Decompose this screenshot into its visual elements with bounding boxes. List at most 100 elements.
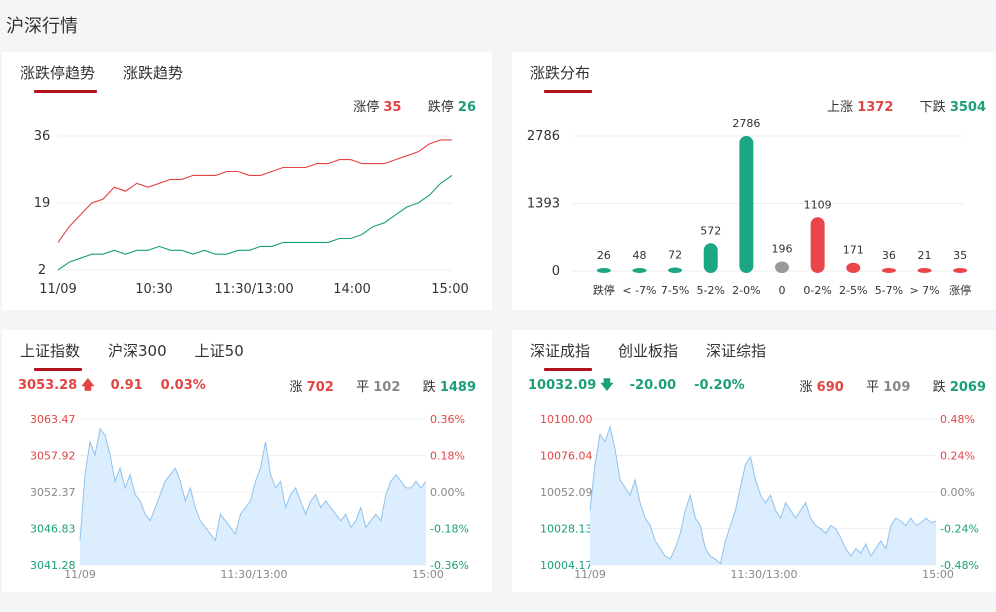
limit-up-line [57, 139, 452, 243]
sh-x-tick: 11/09 [64, 568, 96, 581]
sh-y-tick-right: -0.36% [430, 559, 469, 572]
sh-pct: 0.03% [160, 378, 206, 393]
up-arrow-icon: 🡅 [81, 378, 95, 393]
sz-area [590, 426, 936, 565]
dist-data-label: 1109 [804, 198, 832, 211]
sh-y-tick-left: 3052.37 [30, 486, 76, 499]
sh-y-tick-right: 0.36% [430, 413, 465, 426]
dist-bar [775, 261, 789, 273]
sz-y-tick-left: 10100.00 [540, 413, 593, 426]
fall-label: 下跌 [919, 100, 946, 115]
dist-x-tick: 2-0% [732, 284, 760, 297]
dist-y-tick: 1393 [527, 197, 560, 212]
tab-rise-fall-trend[interactable]: 涨跌趋势 [123, 64, 184, 82]
dist-data-label: 35 [953, 249, 967, 262]
dist-data-label: 48 [632, 249, 646, 262]
sz-index-tabs: 深证成指 创业板指 深证综指 [530, 340, 794, 371]
sh-change: 0.91 [110, 378, 143, 393]
limit-x-tick: 14:00 [333, 282, 370, 297]
dist-bar [668, 267, 683, 273]
sh-index-tabs: 上证指数 沪深300 上证50 [20, 340, 272, 371]
dist-x-tick: 0-2% [803, 284, 831, 297]
dist-data-label: 26 [597, 249, 611, 262]
sh-down-label: 跌 [422, 380, 436, 395]
limit-down-label: 跌停 [427, 100, 454, 115]
dist-bar [917, 268, 932, 273]
sh-y-tick-right: 0.18% [430, 450, 465, 463]
rise-label: 上涨 [827, 100, 854, 115]
sz-y-tick-right: -0.48% [940, 559, 979, 572]
page-title: 沪深行情 [6, 16, 78, 37]
sh-y-tick-left: 3046.83 [30, 523, 76, 536]
tab-sz-component[interactable]: 深证成指 [530, 340, 593, 371]
tab-sz-composite[interactable]: 深证综指 [706, 342, 767, 360]
sz-y-tick-left: 10052.09 [540, 486, 593, 499]
dist-data-label: 196 [772, 243, 793, 256]
limit-stats: 涨停 35 跌停 26 [353, 96, 476, 115]
dist-x-tick: 0 [779, 284, 786, 297]
tab-sh-composite[interactable]: 上证指数 [20, 340, 83, 371]
fall-value: 3504 [949, 100, 986, 115]
rise-value: 1372 [857, 100, 894, 115]
sh-price: 3053.28 [18, 378, 78, 393]
sz-up-count: 690 [816, 380, 844, 395]
tab-limit-trend[interactable]: 涨跌停趋势 [20, 62, 98, 93]
sh-flat-label: 平 [356, 380, 370, 395]
dist-x-tick: 跌停 [593, 283, 615, 297]
limit-up-value: 35 [383, 100, 402, 115]
sz-index-chart: 10100.00 0.48% 10076.04 0.24% 10052.09 0.00% 1… [540, 413, 979, 581]
dist-x-tick: < -7% [622, 284, 656, 297]
sz-x-tick: 15:00 [922, 568, 954, 581]
limit-x-tick: 10:30 [135, 282, 172, 297]
dist-data-label: 572 [700, 224, 721, 237]
sz-y-tick-right: 0.24% [940, 450, 975, 463]
tab-chinext[interactable]: 创业板指 [618, 342, 679, 360]
sz-down-count: 2069 [949, 380, 986, 395]
sh-x-tick: 15:00 [412, 568, 444, 581]
sh-y-tick-right: 0.00% [430, 486, 465, 499]
sh-x-tick: 11:30/13:00 [220, 568, 287, 581]
sz-y-tick-left: 10076.04 [540, 450, 593, 463]
limit-down-value: 26 [457, 100, 476, 115]
tab-sse50[interactable]: 上证50 [194, 342, 244, 360]
sz-breadth: 涨 690 平 109 跌 2069 [800, 376, 987, 395]
sz-down-label: 跌 [932, 380, 946, 395]
sh-index-panel: 上证指数 沪深300 上证50 3053.28 🡅 0.91 0.03% 涨 702 … [2, 330, 492, 592]
limit-trend-panel: 涨跌停趋势 涨跌趋势 涨停 35 跌停 26 36 19 2 11/09 10:30 11… [2, 52, 492, 310]
sh-y-tick-right: -0.18% [430, 523, 469, 536]
sz-y-tick-left: 10028.13 [540, 523, 593, 536]
down-arrow-icon: 🡇 [600, 378, 614, 393]
sz-x-tick: 11:30/13:00 [730, 568, 797, 581]
dist-x-tick: 2-5% [839, 284, 867, 297]
distribution-panel: 涨跌分布 上涨 1372 下跌 3504 2786 1393 0 26 跌停 48 < -7… [512, 52, 996, 310]
sh-breadth: 涨 702 平 102 跌 1489 [290, 376, 477, 395]
dist-x-tick: 5-7% [875, 284, 903, 297]
dist-bar [881, 268, 896, 273]
dist-bar [739, 136, 754, 273]
tab-distribution[interactable]: 涨跌分布 [530, 62, 593, 93]
dist-data-label: 21 [918, 249, 932, 262]
sh-flat-count: 102 [373, 380, 401, 395]
sh-quote: 3053.28 🡅 0.91 0.03% [18, 376, 220, 398]
dist-data-label: 72 [668, 249, 682, 262]
dist-bar [846, 262, 861, 273]
distribution-chart: 2786 1393 0 26 跌停 48 < -7% 72 7-5% 572 5-2% 2786 2-0… [527, 117, 971, 297]
sz-price: 10032.09 [528, 378, 597, 393]
tab-csi300[interactable]: 沪深300 [108, 342, 167, 360]
dist-x-tick: > 7% [909, 284, 939, 297]
limit-x-tick: 11/09 [39, 282, 76, 297]
sz-y-tick-right: 0.00% [940, 486, 975, 499]
dist-data-label: 36 [882, 249, 896, 262]
sz-up-label: 涨 [799, 380, 813, 395]
sz-x-tick: 11/09 [574, 568, 606, 581]
sh-line [79, 427, 427, 542]
dist-bar [953, 268, 968, 273]
dist-data-label: 2786 [732, 117, 760, 130]
dist-y-tick: 0 [552, 264, 560, 279]
dist-bar [596, 268, 611, 273]
dist-bar [703, 243, 718, 273]
dist-x-tick: 涨停 [949, 283, 971, 297]
limit-trend-tabs: 涨跌停趋势 涨跌趋势 [20, 62, 211, 93]
limit-y-tick: 19 [34, 196, 51, 211]
sz-y-tick-right: 0.48% [940, 413, 975, 426]
